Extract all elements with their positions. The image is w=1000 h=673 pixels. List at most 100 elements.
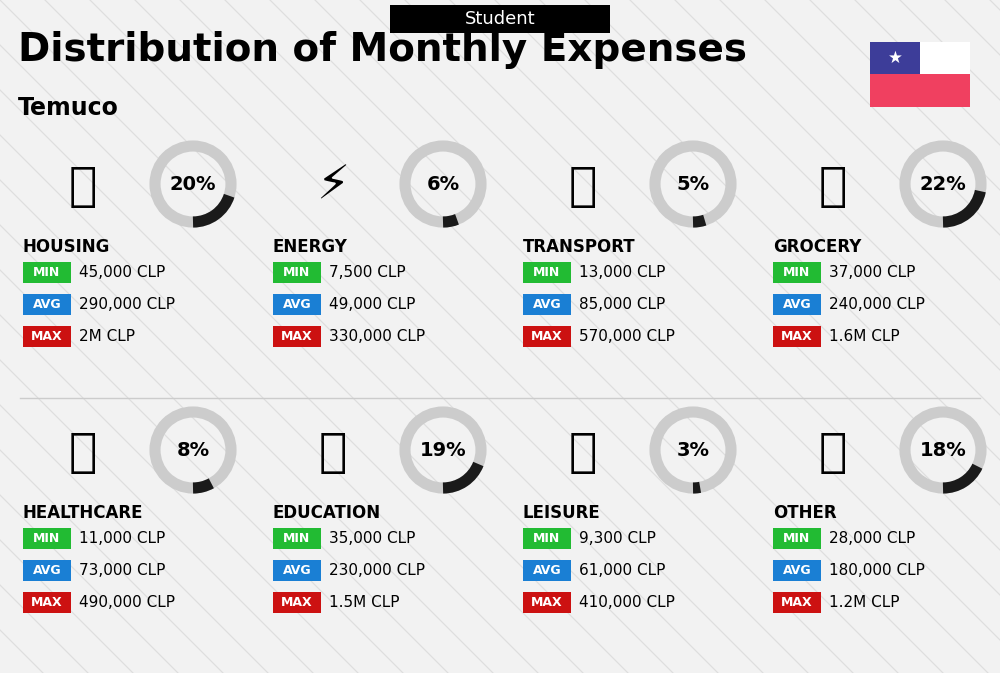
Text: MIN: MIN: [283, 266, 311, 279]
Text: MAX: MAX: [781, 330, 813, 343]
FancyBboxPatch shape: [523, 294, 571, 315]
Text: MAX: MAX: [531, 330, 563, 343]
Text: 🛒: 🛒: [819, 164, 847, 209]
Text: 61,000 CLP: 61,000 CLP: [579, 563, 665, 578]
Text: AVG: AVG: [783, 564, 811, 577]
FancyBboxPatch shape: [23, 528, 71, 549]
FancyBboxPatch shape: [773, 560, 821, 581]
Text: 35,000 CLP: 35,000 CLP: [329, 531, 415, 546]
Text: MIN: MIN: [283, 532, 311, 545]
Text: MIN: MIN: [783, 266, 811, 279]
FancyBboxPatch shape: [523, 592, 571, 613]
FancyBboxPatch shape: [390, 5, 610, 33]
Text: 6%: 6%: [426, 174, 460, 194]
FancyBboxPatch shape: [773, 326, 821, 347]
Text: 3%: 3%: [676, 441, 710, 460]
Text: 410,000 CLP: 410,000 CLP: [579, 595, 675, 610]
Text: Distribution of Monthly Expenses: Distribution of Monthly Expenses: [18, 31, 747, 69]
Text: 1.2M CLP: 1.2M CLP: [829, 595, 900, 610]
Text: AVG: AVG: [33, 298, 61, 311]
Text: AVG: AVG: [283, 298, 311, 311]
FancyBboxPatch shape: [523, 560, 571, 581]
Text: 🏥: 🏥: [69, 431, 97, 476]
Text: 💰: 💰: [819, 431, 847, 476]
Text: AVG: AVG: [533, 564, 561, 577]
FancyBboxPatch shape: [773, 592, 821, 613]
Text: MIN: MIN: [783, 532, 811, 545]
Text: 🛍: 🛍: [569, 431, 597, 476]
Text: MAX: MAX: [31, 330, 63, 343]
Text: AVG: AVG: [533, 298, 561, 311]
Text: ★: ★: [888, 49, 902, 67]
Text: 13,000 CLP: 13,000 CLP: [579, 265, 665, 280]
Text: 490,000 CLP: 490,000 CLP: [79, 595, 175, 610]
Text: TRANSPORT: TRANSPORT: [523, 238, 636, 256]
Text: ⚡: ⚡: [316, 164, 350, 209]
Text: MAX: MAX: [781, 596, 813, 609]
Text: 1.5M CLP: 1.5M CLP: [329, 595, 400, 610]
Text: GROCERY: GROCERY: [773, 238, 861, 256]
Text: 18%: 18%: [920, 441, 966, 460]
FancyBboxPatch shape: [773, 528, 821, 549]
FancyBboxPatch shape: [523, 326, 571, 347]
Text: MIN: MIN: [533, 266, 561, 279]
FancyBboxPatch shape: [870, 42, 970, 74]
Text: 9,300 CLP: 9,300 CLP: [579, 531, 656, 546]
Text: 49,000 CLP: 49,000 CLP: [329, 297, 415, 312]
Text: 🎓: 🎓: [319, 431, 347, 476]
Text: 240,000 CLP: 240,000 CLP: [829, 297, 925, 312]
FancyBboxPatch shape: [870, 42, 920, 74]
FancyBboxPatch shape: [273, 262, 321, 283]
Text: 1.6M CLP: 1.6M CLP: [829, 329, 900, 344]
Text: 8%: 8%: [176, 441, 210, 460]
FancyBboxPatch shape: [23, 326, 71, 347]
Text: MIN: MIN: [33, 266, 61, 279]
Text: MAX: MAX: [531, 596, 563, 609]
FancyBboxPatch shape: [870, 74, 970, 107]
FancyBboxPatch shape: [523, 528, 571, 549]
Text: 290,000 CLP: 290,000 CLP: [79, 297, 175, 312]
Text: HOUSING: HOUSING: [23, 238, 110, 256]
Text: 85,000 CLP: 85,000 CLP: [579, 297, 665, 312]
Text: 180,000 CLP: 180,000 CLP: [829, 563, 925, 578]
Text: 2M CLP: 2M CLP: [79, 329, 135, 344]
FancyBboxPatch shape: [23, 592, 71, 613]
Text: 28,000 CLP: 28,000 CLP: [829, 531, 915, 546]
Text: MAX: MAX: [281, 596, 313, 609]
Text: MAX: MAX: [31, 596, 63, 609]
Text: OTHER: OTHER: [773, 504, 837, 522]
FancyBboxPatch shape: [773, 262, 821, 283]
Text: 37,000 CLP: 37,000 CLP: [829, 265, 915, 280]
Text: 330,000 CLP: 330,000 CLP: [329, 329, 425, 344]
FancyBboxPatch shape: [273, 294, 321, 315]
Text: 73,000 CLP: 73,000 CLP: [79, 563, 165, 578]
Text: 🏢: 🏢: [69, 164, 97, 209]
Text: 7,500 CLP: 7,500 CLP: [329, 265, 406, 280]
Text: AVG: AVG: [783, 298, 811, 311]
FancyBboxPatch shape: [273, 592, 321, 613]
FancyBboxPatch shape: [523, 262, 571, 283]
Text: 19%: 19%: [420, 441, 466, 460]
Text: EDUCATION: EDUCATION: [273, 504, 381, 522]
FancyBboxPatch shape: [773, 294, 821, 315]
Text: 230,000 CLP: 230,000 CLP: [329, 563, 425, 578]
Text: Temuco: Temuco: [18, 96, 119, 120]
Text: AVG: AVG: [33, 564, 61, 577]
Text: MAX: MAX: [281, 330, 313, 343]
Text: 20%: 20%: [170, 174, 216, 194]
FancyBboxPatch shape: [273, 528, 321, 549]
Text: HEALTHCARE: HEALTHCARE: [23, 504, 144, 522]
Text: AVG: AVG: [283, 564, 311, 577]
Text: MIN: MIN: [533, 532, 561, 545]
Text: 570,000 CLP: 570,000 CLP: [579, 329, 675, 344]
Text: MIN: MIN: [33, 532, 61, 545]
Text: LEISURE: LEISURE: [523, 504, 601, 522]
Text: 11,000 CLP: 11,000 CLP: [79, 531, 165, 546]
FancyBboxPatch shape: [23, 294, 71, 315]
Text: 45,000 CLP: 45,000 CLP: [79, 265, 165, 280]
Text: ENERGY: ENERGY: [273, 238, 348, 256]
Text: 22%: 22%: [920, 174, 966, 194]
Text: Student: Student: [465, 10, 535, 28]
FancyBboxPatch shape: [23, 262, 71, 283]
Text: 5%: 5%: [676, 174, 710, 194]
